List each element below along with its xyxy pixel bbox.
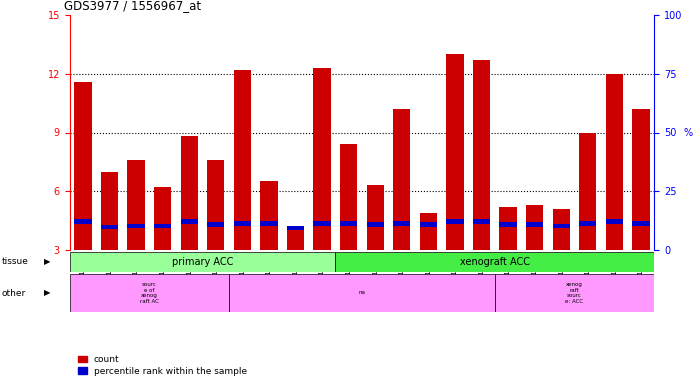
Bar [207, 222, 224, 227]
Bar [127, 160, 145, 250]
Text: ▶: ▶ [44, 288, 50, 298]
Bar [553, 209, 570, 250]
Bar [367, 185, 384, 250]
Bar [154, 187, 171, 250]
Bar [446, 54, 464, 250]
Bar [526, 205, 544, 250]
Bar [74, 218, 92, 223]
Bar [606, 218, 623, 223]
Bar [287, 227, 304, 250]
Bar [260, 221, 278, 225]
Bar [420, 222, 437, 227]
Bar [313, 221, 331, 225]
Bar [335, 252, 654, 272]
Text: primary ACC: primary ACC [172, 257, 233, 267]
Bar [633, 221, 649, 225]
Bar [473, 60, 490, 250]
Bar [287, 225, 304, 230]
Bar [180, 218, 198, 223]
Bar [101, 172, 118, 250]
Y-axis label: %: % [683, 127, 693, 137]
Bar [340, 221, 357, 225]
Bar [500, 207, 516, 250]
Bar [70, 274, 229, 312]
Bar [74, 81, 92, 250]
Text: other: other [1, 288, 26, 298]
Bar [393, 221, 411, 225]
Text: na: na [358, 291, 365, 296]
Bar [207, 160, 224, 250]
Bar [579, 132, 596, 250]
Text: GDS3977 / 1556967_at: GDS3977 / 1556967_at [64, 0, 201, 12]
Bar [633, 109, 649, 250]
Text: ▶: ▶ [44, 258, 50, 266]
Text: xenog
raft
sourc
e: ACC: xenog raft sourc e: ACC [565, 282, 583, 304]
Bar [127, 223, 145, 228]
Bar [526, 222, 544, 227]
Text: sourc
e of
xenog
raft AC: sourc e of xenog raft AC [140, 282, 159, 304]
Bar [579, 221, 596, 225]
Text: xenograft ACC: xenograft ACC [460, 257, 530, 267]
Bar [495, 274, 654, 312]
Bar [473, 218, 490, 223]
Bar [260, 182, 278, 250]
Bar [70, 252, 335, 272]
Bar [180, 136, 198, 250]
Bar [500, 222, 516, 227]
Text: tissue: tissue [1, 258, 29, 266]
Bar [234, 221, 251, 225]
Bar [367, 222, 384, 227]
Bar [101, 225, 118, 229]
Legend: count, percentile rank within the sample: count, percentile rank within the sample [74, 352, 251, 379]
Bar [420, 213, 437, 250]
Bar [446, 218, 464, 223]
Bar [154, 223, 171, 228]
Bar [340, 144, 357, 250]
Bar [553, 223, 570, 228]
Bar [229, 274, 495, 312]
Bar [234, 70, 251, 250]
Bar [393, 109, 411, 250]
Bar [313, 68, 331, 250]
Bar [606, 74, 623, 250]
